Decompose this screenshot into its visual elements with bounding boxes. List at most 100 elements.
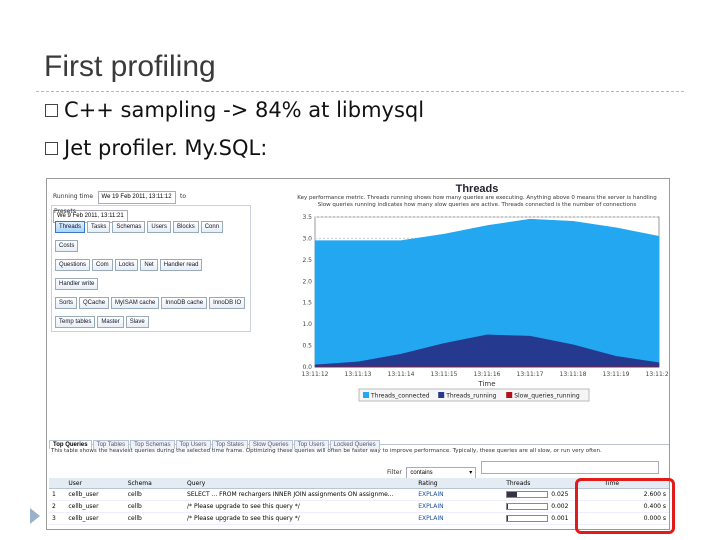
row-time: 0.400 s (601, 500, 669, 513)
row-time: 2.600 s (601, 488, 669, 501)
row-user: cellb_user (65, 488, 125, 501)
preset-button[interactable]: Locks (114, 259, 139, 271)
legend-entry: Slow_queries_running (514, 393, 580, 400)
threads-value: 0.002 (551, 503, 569, 510)
filter-value: contains (410, 470, 433, 476)
presets-label: Presets (54, 208, 76, 215)
row-user: cellb_user (65, 500, 125, 513)
chart-title: Threads (455, 183, 499, 195)
row-query: /* Please upgrade to see this query */ (184, 500, 416, 513)
to-label: to (180, 193, 187, 200)
title-divider (36, 91, 684, 92)
preset-button[interactable]: Questions (55, 259, 91, 271)
preset-button[interactable]: MyISAM cache (111, 297, 160, 309)
chart-plot: 0.0 0.5 1.0 1.5 2.0 2.5 3.0 3.5 13:11:12 13:11:13… (302, 214, 669, 402)
chart-subtitle-2: Slow queries running indicates how many … (317, 202, 637, 208)
preset-button[interactable]: Sorts (55, 297, 78, 309)
info-text: This table shows the heaviest queries du… (51, 448, 602, 454)
x-tick-label: 13:11:19 (603, 371, 630, 378)
row-schema: cellb (124, 512, 185, 525)
col-num (49, 478, 66, 489)
threads-bar (506, 491, 549, 498)
tab-item[interactable]: Top Queries (49, 440, 92, 449)
preset-button[interactable]: Master (97, 316, 124, 328)
chart-subtitle-1: Key performance metric. Threads running … (297, 195, 657, 201)
tab-item[interactable]: Locked Queries (329, 440, 380, 449)
table-row[interactable]: 2 cellb_user cellb/* Please upgrade to see… (49, 500, 669, 513)
x-tick-label: 13:11:16 (474, 371, 501, 378)
start-time-field[interactable]: We 19 Feb 2011, 13:11:12 (97, 191, 176, 204)
tab-item[interactable]: Top Schemas (130, 440, 175, 449)
chevron-down-icon: ▾ (469, 470, 473, 476)
legend-swatch (438, 392, 445, 398)
tab-item[interactable]: Top Users (175, 440, 211, 449)
query-tabs: Top Queries Top Tables Top Schemas Top User… (49, 433, 669, 449)
y-tick-label: 2.5 (302, 257, 312, 264)
col-schema[interactable]: Schema (124, 478, 185, 489)
tab-item[interactable]: Top Users (293, 440, 329, 449)
bullet-text: C++ sampling -> 84% at libmysql (64, 98, 425, 122)
col-user[interactable]: User (65, 478, 125, 489)
bullet-text: Jet profiler. My.SQL: (64, 136, 268, 160)
row-num: 3 (49, 512, 66, 525)
row-rating[interactable]: EXPLAIN (415, 512, 504, 525)
bullet-box-icon (45, 141, 58, 155)
threads-bar (506, 515, 549, 522)
tab-item[interactable]: Top States (211, 440, 248, 449)
preset-button[interactable]: Com (92, 259, 113, 271)
x-tick-label: 13:11:12 (302, 371, 329, 378)
col-query[interactable]: Query (184, 478, 416, 489)
preset-button[interactable]: Conn (200, 221, 224, 233)
threads-bar-fill (507, 492, 518, 497)
preset-button[interactable]: Costs (55, 240, 79, 252)
preset-button[interactable]: Blocks (173, 221, 199, 233)
tab-item[interactable]: Slow Queries (248, 440, 293, 449)
filter-label: Filter (387, 469, 402, 476)
preset-button[interactable]: InnoDB cache (161, 297, 208, 309)
row-rating[interactable]: EXPLAIN (415, 488, 504, 501)
row-num: 2 (49, 500, 66, 513)
preset-button[interactable]: Handler read (159, 259, 203, 271)
col-threads[interactable]: Threads (503, 478, 602, 489)
series-area-threads_running (314, 334, 660, 368)
preset-button[interactable]: Threads (55, 221, 86, 233)
preset-button[interactable]: Users (147, 221, 172, 233)
preset-button[interactable]: Slave (125, 316, 149, 328)
queries-table-body: 1 cellb_user cellb SELECT ... FROM recharge… (49, 488, 669, 525)
row-query: SELECT ... FROM rechargers INNER JOIN as… (184, 488, 416, 501)
table-header-row: User Schema Query Rating Threads Time (49, 478, 669, 489)
x-tick-label: 13:11:15 (431, 371, 458, 378)
preset-button[interactable]: InnoDB IO (209, 297, 246, 309)
preset-button[interactable]: QCache (79, 297, 110, 309)
legend-entry: Threads_running (445, 393, 496, 400)
preset-button[interactable]: Schemas (112, 221, 146, 233)
y-tick-label: 1.5 (302, 300, 312, 307)
presets-panel: Presets Threads Tasks Schemas Users Blocks Co… (51, 205, 251, 332)
legend-entry: Threads_connected (370, 393, 430, 400)
x-tick-label: 13:11:17 (517, 371, 544, 378)
preset-button[interactable]: Handler write (55, 278, 99, 290)
x-axis-label: Time (477, 380, 495, 388)
table-row[interactable]: 1 cellb_user cellb SELECT ... FROM recharge… (49, 488, 669, 501)
preset-button[interactable]: Temp tables (55, 316, 96, 328)
bullet-2: Jet profiler. My.SQL: (45, 136, 267, 160)
threads-value: 0.001 (551, 515, 569, 522)
x-tick-label: 13:11:20 (646, 371, 669, 378)
filter-row: Filter contains ▾ (387, 461, 659, 480)
bullet-1: C++ sampling -> 84% at libmysql (45, 98, 424, 122)
preset-button[interactable]: Tasks (87, 221, 111, 233)
preset-button[interactable]: Net (140, 259, 158, 271)
col-rating[interactable]: Rating (415, 478, 504, 489)
running-time-row: Running time We 19 Feb 2011, 13:11:12 to… (53, 185, 253, 223)
tab-item[interactable]: Top Tables (92, 440, 130, 449)
presets-row: Sorts QCache MyISAM cache InnoDB cache InnoD… (54, 291, 248, 310)
col-time[interactable]: Time (601, 478, 669, 489)
presets-row: Threads Tasks Schemas Users Blocks Conn Costs (54, 215, 248, 253)
presets-row: Temp tables Master Slave (54, 310, 248, 329)
row-rating[interactable]: EXPLAIN (415, 500, 504, 513)
y-tick-label: 2.0 (302, 278, 312, 285)
filter-input[interactable] (480, 461, 659, 474)
slide-arrow-icon (30, 508, 40, 524)
running-time-label: Running time (53, 193, 94, 200)
